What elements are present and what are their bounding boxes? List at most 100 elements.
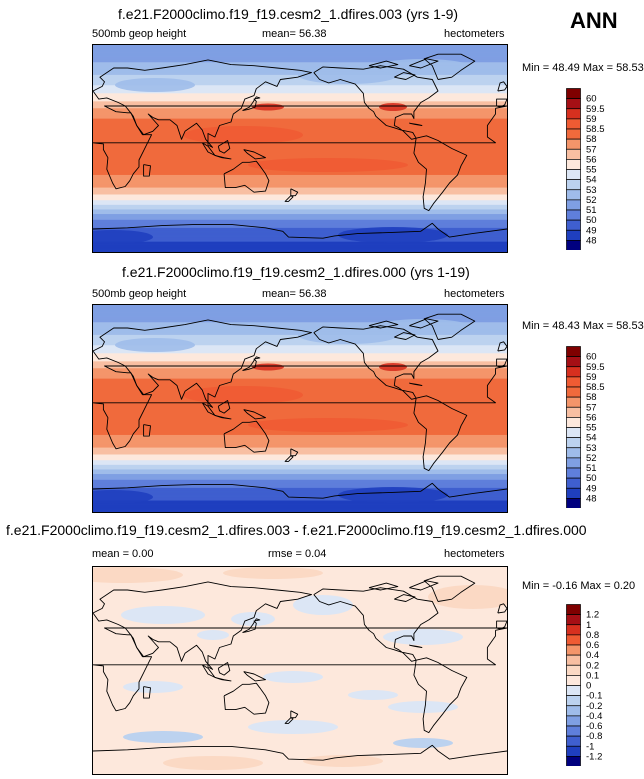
heatmap-band [93,187,507,190]
heatmap-band [93,50,507,53]
heatmap-band [93,498,507,500]
heatmap-band [93,328,507,330]
heatmap-band [93,414,507,416]
heatmap-band [93,502,507,505]
colorbar-tick-label: 51 [586,205,597,216]
heatmap-band [93,362,507,365]
heatmap-band [93,101,507,104]
heatmap-band [93,147,507,150]
heatmap-band [93,472,507,475]
coastline [290,448,299,457]
coastline [201,402,216,416]
coastline-group [93,575,507,761]
coastline [143,424,151,437]
heatmap-band [93,466,507,468]
heatmap-feature [252,103,284,111]
heatmap-band [93,179,507,182]
coastline [284,717,294,724]
coastline [242,618,261,633]
colorbar-swatch [566,128,581,140]
colorbar-swatch [566,169,581,180]
coastline [409,580,439,591]
coastline [290,188,299,197]
colorbar-tick-label: 56 [586,412,597,423]
colorbar-tick-label: 0.6 [586,640,599,651]
colorbar-tick-label: -0.2 [586,701,602,712]
heatmap-band [93,114,507,116]
coastline [217,400,231,414]
colorbar-tick-label: 51 [586,463,597,474]
coastline [409,122,423,126]
heatmap-band [93,322,507,324]
coastline [497,603,507,614]
coastline [409,644,423,648]
colorbar-tick-label: 58 [586,134,597,145]
panel-1-units-label: hectometers [444,28,505,40]
heatmap-band [93,232,507,235]
panel-3-title: f.e21.F2000climo.f19_f19.cesm2_1.dfires.… [6,522,587,538]
heatmap-feature [231,612,275,626]
coastline [214,414,232,420]
colorbar-swatch [566,189,581,201]
heatmap-feature [379,103,407,111]
colorbar-tick-label: -0.8 [586,731,602,742]
heatmap-band [93,48,507,51]
colorbar-swatch [566,396,581,408]
heatmap-band [93,171,507,174]
heatmap-band [93,385,507,388]
heatmap-band [93,363,507,366]
colorbar-tick-label: 0.2 [586,660,599,671]
heatmap-band [93,309,507,312]
heatmap-band [93,452,507,454]
coastline [413,135,468,212]
coastline [284,455,294,462]
heatmap-band [93,246,507,248]
heatmap-band [93,243,507,246]
heatmap-feature [163,756,263,770]
heatmap-band [93,313,507,315]
heatmap-band [93,226,507,229]
coastline-group [93,313,507,499]
coastline [409,58,439,69]
coastline [93,581,312,670]
heatmap-band [93,319,507,322]
heatmap-band [93,440,507,443]
heatmap-band [93,119,507,122]
panel-3-mean-label: mean = 0.00 [92,548,154,560]
heatmap-band [93,356,507,359]
coastline [409,382,423,386]
panel-1-map [92,44,508,253]
heatmap-band [93,211,507,214]
heatmap-band [93,369,507,372]
heatmap-band [93,447,507,450]
colorbar-swatch [566,614,581,626]
heatmap-band [93,57,507,60]
heatmap-band [93,359,507,361]
heatmap-band [93,375,507,377]
heatmap-band [93,451,507,453]
heatmap-band [93,460,507,462]
heatmap-band [93,55,507,58]
heatmap-band [93,510,507,512]
colorbar-tick-label: 55 [586,423,597,434]
heatmap-band [93,457,507,460]
heatmap-band [93,448,507,451]
heatmap-band [93,475,507,477]
coastline [368,320,399,329]
coastline [496,358,507,368]
heatmap-band [93,342,507,345]
heatmap-band [93,210,507,213]
heatmap-band [93,341,507,344]
colorbar-swatch [566,179,581,191]
colorbar-swatch [566,467,581,479]
heatmap-band [93,151,507,154]
heatmap-band [93,305,507,307]
heatmap-band [93,237,507,239]
coastline [423,313,476,340]
heatmap-band [93,204,507,207]
heatmap-band [93,239,507,242]
heatmap-band [93,489,507,491]
heatmap-band [93,478,507,481]
heatmap-band [93,416,507,419]
colorbar-tick-label: 57 [586,402,597,413]
